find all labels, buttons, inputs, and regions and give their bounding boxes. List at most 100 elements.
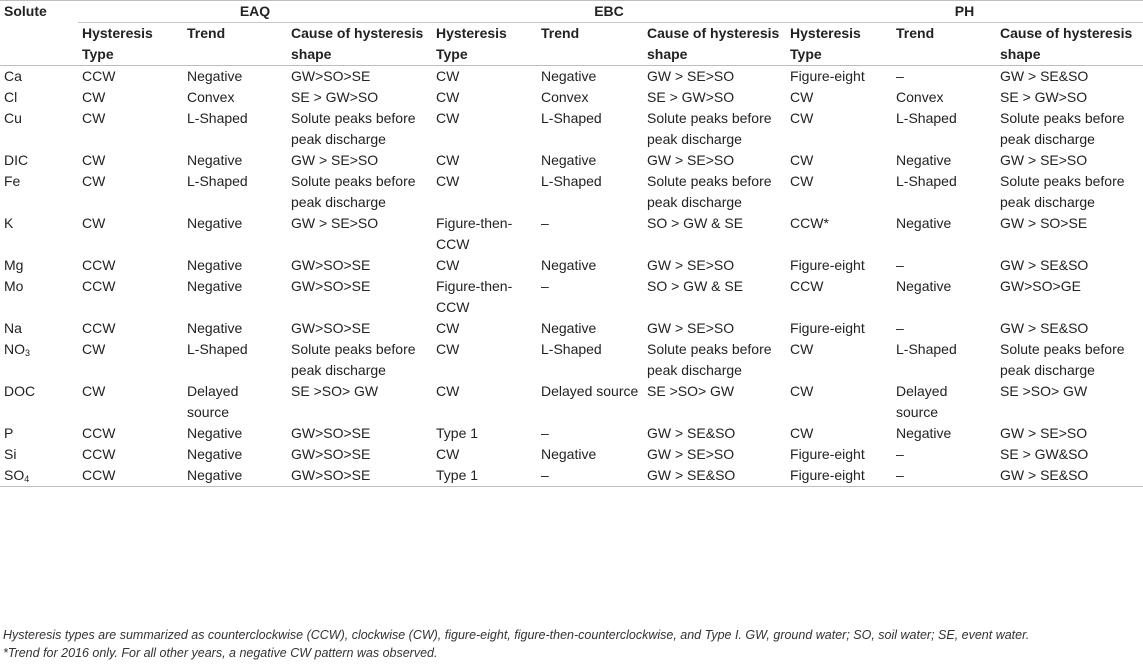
cell-ph-type: Figure-eight: [790, 446, 865, 462]
cell-ph-cause: Solute peaks before peak discharge: [1000, 110, 1125, 147]
cell-ph-type: CCW*: [790, 215, 829, 231]
solute-name: Fe: [4, 173, 21, 189]
cell-solute: DIC: [0, 150, 78, 171]
subheader-eaq-type: Hysteresis Type: [82, 25, 153, 62]
cell-ph-trend: Negative: [896, 425, 952, 441]
cell-ph-cause: GW > SE&SO: [1000, 68, 1089, 84]
cell-ebc-trend: Negative: [541, 152, 597, 168]
cell-ebc-trend: –: [541, 467, 549, 483]
solute-name: Mo: [4, 278, 24, 294]
cell-eaq-trend: Negative: [187, 320, 243, 336]
subheader-ebc-trend: Trend: [541, 25, 580, 41]
cell-ph-cause: Solute peaks before peak discharge: [1000, 173, 1125, 210]
solute-name: P: [4, 425, 14, 441]
cell-ph-cause: SE > GW&SO: [1000, 446, 1089, 462]
solute-name: Mg: [4, 257, 24, 273]
cell-ebc-type: Type 1: [436, 425, 479, 441]
cell-eaq-trend: Negative: [187, 467, 243, 483]
cell-ph-cause: GW>SO>GE: [1000, 278, 1081, 294]
cell-ph-cause: SE >SO> GW: [1000, 383, 1088, 399]
cell-eaq-cause: GW>SO>SE: [291, 278, 371, 294]
cell-eaq-type: CW: [82, 173, 106, 189]
cell-ph-type: CW: [790, 110, 814, 126]
cell-eaq-cause: GW > SE>SO: [291, 152, 379, 168]
cell-ebc-type: Figure-then-CCW: [436, 215, 513, 252]
table-row: SO4 CCW Negative GW>SO>SE Type 1– GW > SE&SO F…: [0, 465, 1143, 487]
cell-ebc-type: CW: [436, 173, 460, 189]
cell-ph-trend: –: [896, 467, 904, 483]
cell-eaq-trend: Negative: [187, 68, 243, 84]
cell-ebc-type: Figure-then-CCW: [436, 278, 513, 315]
cell-ebc-trend: –: [541, 215, 549, 231]
cell-eaq-type: CCW: [82, 425, 116, 441]
solute-name: DIC: [4, 152, 29, 168]
cell-eaq-cause: Solute peaks before peak discharge: [291, 341, 416, 378]
cell-ebc-cause: GW > SE>SO: [647, 320, 735, 336]
solute-subscript: 4: [24, 474, 30, 484]
cell-eaq-trend: Negative: [187, 446, 243, 462]
cell-ph-type: CCW: [790, 278, 824, 294]
table-row: Cu CW L-Shaped Solute peaks before peak dis…: [0, 108, 1143, 150]
cell-eaq-trend: Negative: [187, 278, 243, 294]
hysteresis-table: Solute EAQ EBC PH Hysteresis Type Trend Ca…: [0, 0, 1143, 487]
cell-solute: Mo: [0, 276, 78, 318]
cell-ebc-cause: GW > SE&SO: [647, 467, 736, 483]
cell-ebc-trend: Delayed source: [541, 383, 639, 399]
cell-ebc-trend: Negative: [541, 257, 597, 273]
cell-ph-trend: –: [896, 320, 904, 336]
cell-ebc-type: CW: [436, 446, 460, 462]
cell-ph-cause: GW > SE&SO: [1000, 467, 1089, 483]
cell-solute: NO3: [0, 339, 78, 381]
header-row-subheaders: Hysteresis Type Trend Cause of hysteresis …: [0, 23, 1143, 66]
subheader-eaq-trend: Trend: [187, 25, 226, 41]
cell-ph-trend: Delayed source: [896, 383, 948, 420]
solute-name: Na: [4, 320, 22, 336]
cell-ebc-cause: Solute peaks before peak discharge: [647, 110, 772, 147]
cell-ebc-cause: SO > GW & SE: [647, 278, 744, 294]
cell-ebc-cause: SO > GW & SE: [647, 215, 744, 231]
header-group-ph: PH: [786, 0, 1143, 23]
table-row: Ca CCW Negative GW>SO>SE CW Negative GW > SE>S…: [0, 66, 1143, 88]
header-group-ebc: EBC: [432, 0, 787, 23]
cell-eaq-type: CW: [82, 110, 106, 126]
table-row: NO3 CW L-Shaped Solute peaks before peak di…: [0, 339, 1143, 381]
footnote-abbreviations: Hysteresis types are summarized as count…: [3, 628, 1030, 642]
cell-ph-type: Figure-eight: [790, 320, 865, 336]
cell-ebc-cause: SE > GW>SO: [647, 89, 735, 105]
cell-ebc-trend: Negative: [541, 320, 597, 336]
cell-solute: P: [0, 423, 78, 444]
cell-solute: Ca: [0, 66, 78, 88]
cell-ebc-cause: SE >SO> GW: [647, 383, 735, 399]
subheader-eaq-cause: Cause of hysteresis shape: [291, 25, 424, 62]
solute-name: NO: [4, 341, 25, 357]
cell-eaq-type: CCW: [82, 446, 116, 462]
cell-solute: Mg: [0, 255, 78, 276]
cell-ebc-type: CW: [436, 320, 460, 336]
cell-ebc-cause: Solute peaks before peak discharge: [647, 341, 772, 378]
cell-ebc-type: CW: [436, 68, 460, 84]
header-row-groups: Solute EAQ EBC PH: [0, 0, 1143, 23]
cell-ebc-trend: Convex: [541, 89, 589, 105]
cell-eaq-trend: L-Shaped: [187, 173, 248, 189]
cell-solute: SO4: [0, 465, 78, 487]
solute-name: Cl: [4, 89, 18, 105]
cell-ebc-cause: GW > SE>SO: [647, 257, 735, 273]
cell-eaq-type: CW: [82, 215, 106, 231]
cell-ebc-trend: L-Shaped: [541, 173, 602, 189]
cell-ph-cause: Solute peaks before peak discharge: [1000, 341, 1125, 378]
cell-ebc-trend: L-Shaped: [541, 341, 602, 357]
cell-eaq-trend: Negative: [187, 152, 243, 168]
cell-ph-type: CW: [790, 383, 814, 399]
cell-ph-trend: –: [896, 257, 904, 273]
cell-eaq-trend: Negative: [187, 257, 243, 273]
cell-eaq-cause: SE >SO> GW: [291, 383, 379, 399]
solute-name: DOC: [4, 383, 36, 399]
cell-eaq-trend: Convex: [187, 89, 235, 105]
table-row: Mo CCW Negative GW>SO>SE Figure-then-CCW – SO …: [0, 276, 1143, 318]
cell-ph-cause: GW > SE>SO: [1000, 152, 1088, 168]
cell-ph-type: Figure-eight: [790, 68, 865, 84]
cell-ph-type: CW: [790, 173, 814, 189]
cell-eaq-trend: Negative: [187, 215, 243, 231]
cell-ph-trend: Convex: [896, 89, 944, 105]
